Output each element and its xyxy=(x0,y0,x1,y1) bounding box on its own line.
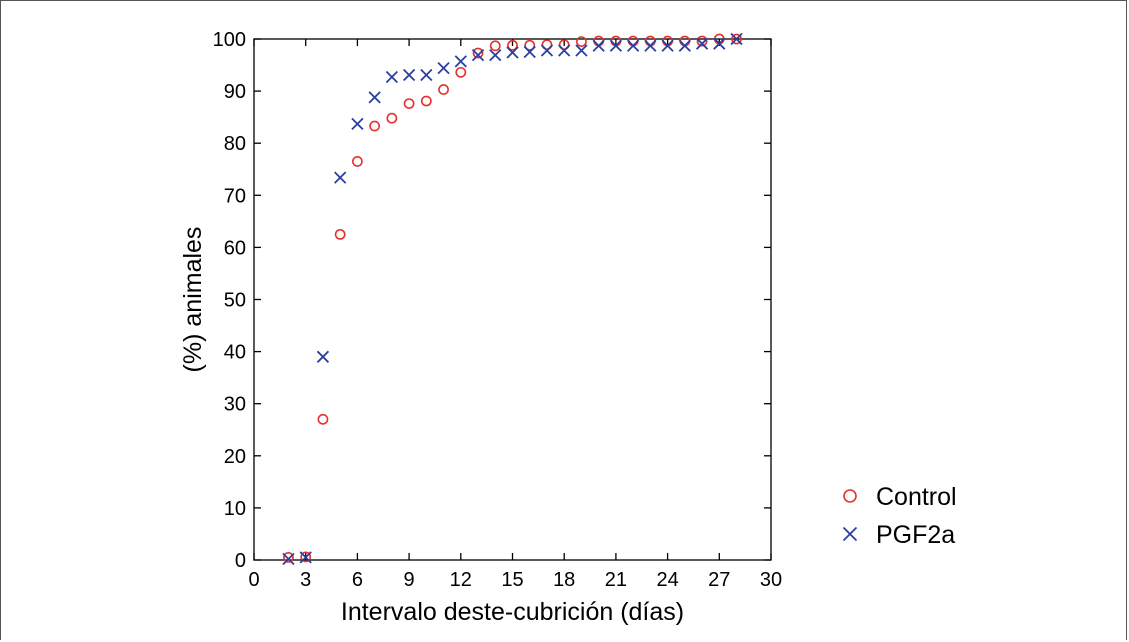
legend-label-pgf2a: PGF2a xyxy=(876,521,955,549)
data-point-x xyxy=(592,39,605,52)
data-point-circle xyxy=(300,551,312,563)
data-point-circle xyxy=(420,95,432,107)
legend-item-control: Control xyxy=(843,483,957,511)
data-point-circle xyxy=(679,35,691,47)
data-point-circle xyxy=(731,33,742,45)
data-point-x xyxy=(368,91,381,104)
data-point-circle xyxy=(627,35,639,47)
data-point-circle xyxy=(386,112,398,124)
x-tick-label: 12 xyxy=(450,569,472,591)
series-layer xyxy=(282,32,743,566)
data-point-x xyxy=(609,39,623,52)
data-point-x xyxy=(420,68,433,82)
data-point-x xyxy=(351,117,364,131)
data-point-x xyxy=(713,37,726,50)
data-point-circle xyxy=(334,228,346,240)
data-point-circle xyxy=(489,40,501,52)
legend: Control PGF2a xyxy=(842,483,957,549)
data-point-x xyxy=(695,37,709,50)
data-point-circle xyxy=(696,35,708,47)
axis-ticks xyxy=(253,38,772,561)
y-tick-label: 20 xyxy=(224,446,246,468)
data-point-x xyxy=(316,350,330,363)
data-point-x xyxy=(506,46,519,59)
y-tick-label: 0 xyxy=(235,550,246,572)
y-tick-label: 70 xyxy=(224,185,246,207)
x-tick-label: 3 xyxy=(300,569,311,591)
data-point-x xyxy=(334,171,347,184)
y-tick-label: 40 xyxy=(224,342,246,364)
y-tick-label: 30 xyxy=(224,394,246,416)
data-point-circle xyxy=(283,551,294,563)
legend-marker-circle xyxy=(843,489,857,503)
data-point-circle xyxy=(507,39,518,51)
data-point-x xyxy=(299,551,312,564)
data-point-x xyxy=(540,44,554,57)
x-tick-label: 6 xyxy=(352,569,363,591)
legend-label-control: Control xyxy=(876,483,957,511)
y-tick-label: 100 xyxy=(213,29,246,51)
data-point-x xyxy=(661,39,674,52)
plot-area xyxy=(253,38,772,561)
data-point-circle xyxy=(524,39,536,51)
data-point-circle xyxy=(403,98,415,110)
data-point-x xyxy=(558,44,571,57)
y-tick-label: 80 xyxy=(224,133,246,155)
y-tick-labels: 0 10 20 30 40 50 60 70 80 90 100 xyxy=(213,29,246,572)
y-tick-label: 60 xyxy=(224,237,246,259)
x-tick-label: 30 xyxy=(760,569,782,591)
data-point-circle xyxy=(644,35,656,47)
y-axis-label: (%) animales xyxy=(179,227,207,373)
x-tick-label: 24 xyxy=(656,569,678,591)
x-tick-label: 18 xyxy=(553,569,575,591)
data-point-x xyxy=(626,39,640,52)
data-point-x xyxy=(489,49,502,62)
y-tick-label: 50 xyxy=(224,290,246,312)
series-control xyxy=(283,33,742,563)
legend-item-pgf2a: PGF2a xyxy=(842,521,955,549)
x-tick-label: 27 xyxy=(708,569,730,591)
x-tick-label: 15 xyxy=(501,569,523,591)
data-point-x xyxy=(454,55,467,68)
data-point-circle xyxy=(317,413,329,425)
data-point-x xyxy=(523,45,536,59)
data-point-x xyxy=(644,39,657,52)
data-point-x xyxy=(437,62,450,75)
data-point-circle xyxy=(593,35,605,47)
x-tick-label: 0 xyxy=(248,569,259,591)
x-tick-label: 21 xyxy=(605,569,627,591)
series-pgf2a xyxy=(282,32,743,566)
data-point-circle xyxy=(369,120,381,132)
x-tick-labels: 0 3 6 9 12 15 18 21 24 27 30 xyxy=(248,569,782,591)
data-point-circle xyxy=(576,36,587,48)
data-point-circle xyxy=(472,47,484,59)
y-tick-label: 10 xyxy=(224,498,246,520)
x-axis-label: Intervalo deste-cubrición (días) xyxy=(341,598,684,626)
data-point-x xyxy=(282,552,295,566)
x-tick-label: 9 xyxy=(404,569,415,591)
data-point-x xyxy=(471,49,485,62)
data-point-x xyxy=(402,68,416,82)
legend-marker-x xyxy=(842,526,858,542)
data-point-circle xyxy=(438,84,449,95)
y-tick-label: 90 xyxy=(224,81,246,103)
plot-box xyxy=(253,38,772,561)
data-point-circle xyxy=(351,156,363,167)
data-point-x xyxy=(730,32,743,46)
data-point-x xyxy=(385,70,399,84)
data-point-x xyxy=(678,39,691,52)
data-point-x xyxy=(575,44,588,57)
data-point-circle xyxy=(455,66,467,78)
